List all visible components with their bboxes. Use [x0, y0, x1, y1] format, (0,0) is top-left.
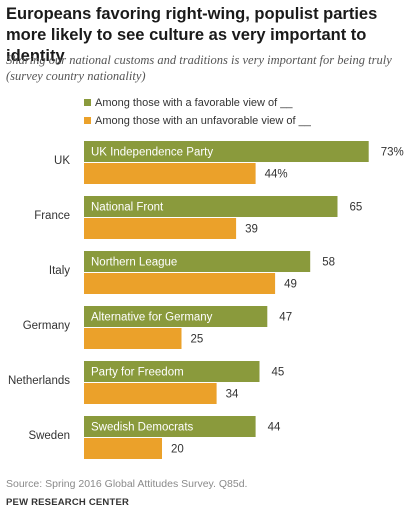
value-label-unfavorable: 20 — [171, 444, 184, 456]
party-label: UK Independence Party — [91, 147, 213, 159]
country-label: Sweden — [28, 430, 70, 442]
chart-subtitle: Sharing our national customs and traditi… — [6, 53, 392, 83]
source-note: Source: Spring 2016 Global Attitudes Sur… — [6, 478, 248, 490]
party-label: Party for Freedom — [91, 367, 184, 379]
bar-favorable — [84, 416, 256, 437]
value-label-unfavorable: 34 — [226, 389, 239, 401]
bar-favorable — [84, 251, 311, 272]
country-label: Germany — [23, 320, 71, 332]
country-label: UK — [54, 155, 70, 167]
legend-swatch-2 — [84, 117, 91, 124]
party-label: Alternative for Germany — [91, 312, 213, 324]
value-label-unfavorable: 44% — [265, 169, 288, 181]
organization-name: PEW RESEARCH CENTER — [6, 497, 130, 508]
bar-unfavorable — [84, 328, 182, 349]
value-label-favorable: 58 — [322, 257, 335, 269]
bar-unfavorable — [84, 218, 237, 239]
bar-favorable — [84, 196, 338, 217]
legend-label-1: Among those with a favorable view of __ — [95, 97, 293, 109]
party-label: National Front — [91, 202, 164, 214]
bar-favorable — [84, 361, 260, 382]
bar-unfavorable — [84, 273, 276, 294]
value-label-favorable: 65 — [350, 202, 363, 214]
value-label-favorable: 44 — [268, 422, 281, 434]
bar-unfavorable — [84, 383, 217, 404]
bar-unfavorable — [84, 438, 162, 459]
party-label: Swedish Democrats — [91, 422, 194, 434]
value-label-unfavorable: 39 — [245, 224, 258, 236]
legend-label-2: Among those with an unfavorable view of … — [95, 115, 312, 127]
bar-favorable — [84, 141, 369, 162]
bar-favorable — [84, 306, 268, 327]
country-label: Netherlands — [8, 375, 70, 387]
party-label: Northern League — [91, 257, 177, 269]
legend-swatch-1 — [84, 99, 91, 106]
bar-unfavorable — [84, 163, 256, 184]
chart-title: Europeans favoring right-wing, populist … — [6, 5, 378, 65]
value-label-favorable: 45 — [272, 367, 285, 379]
value-label-unfavorable: 25 — [191, 334, 204, 346]
value-label-unfavorable: 49 — [284, 279, 297, 291]
value-label-favorable: 73% — [381, 147, 404, 159]
country-label: France — [34, 210, 70, 222]
value-label-favorable: 47 — [279, 312, 292, 324]
country-label: Italy — [49, 265, 70, 277]
